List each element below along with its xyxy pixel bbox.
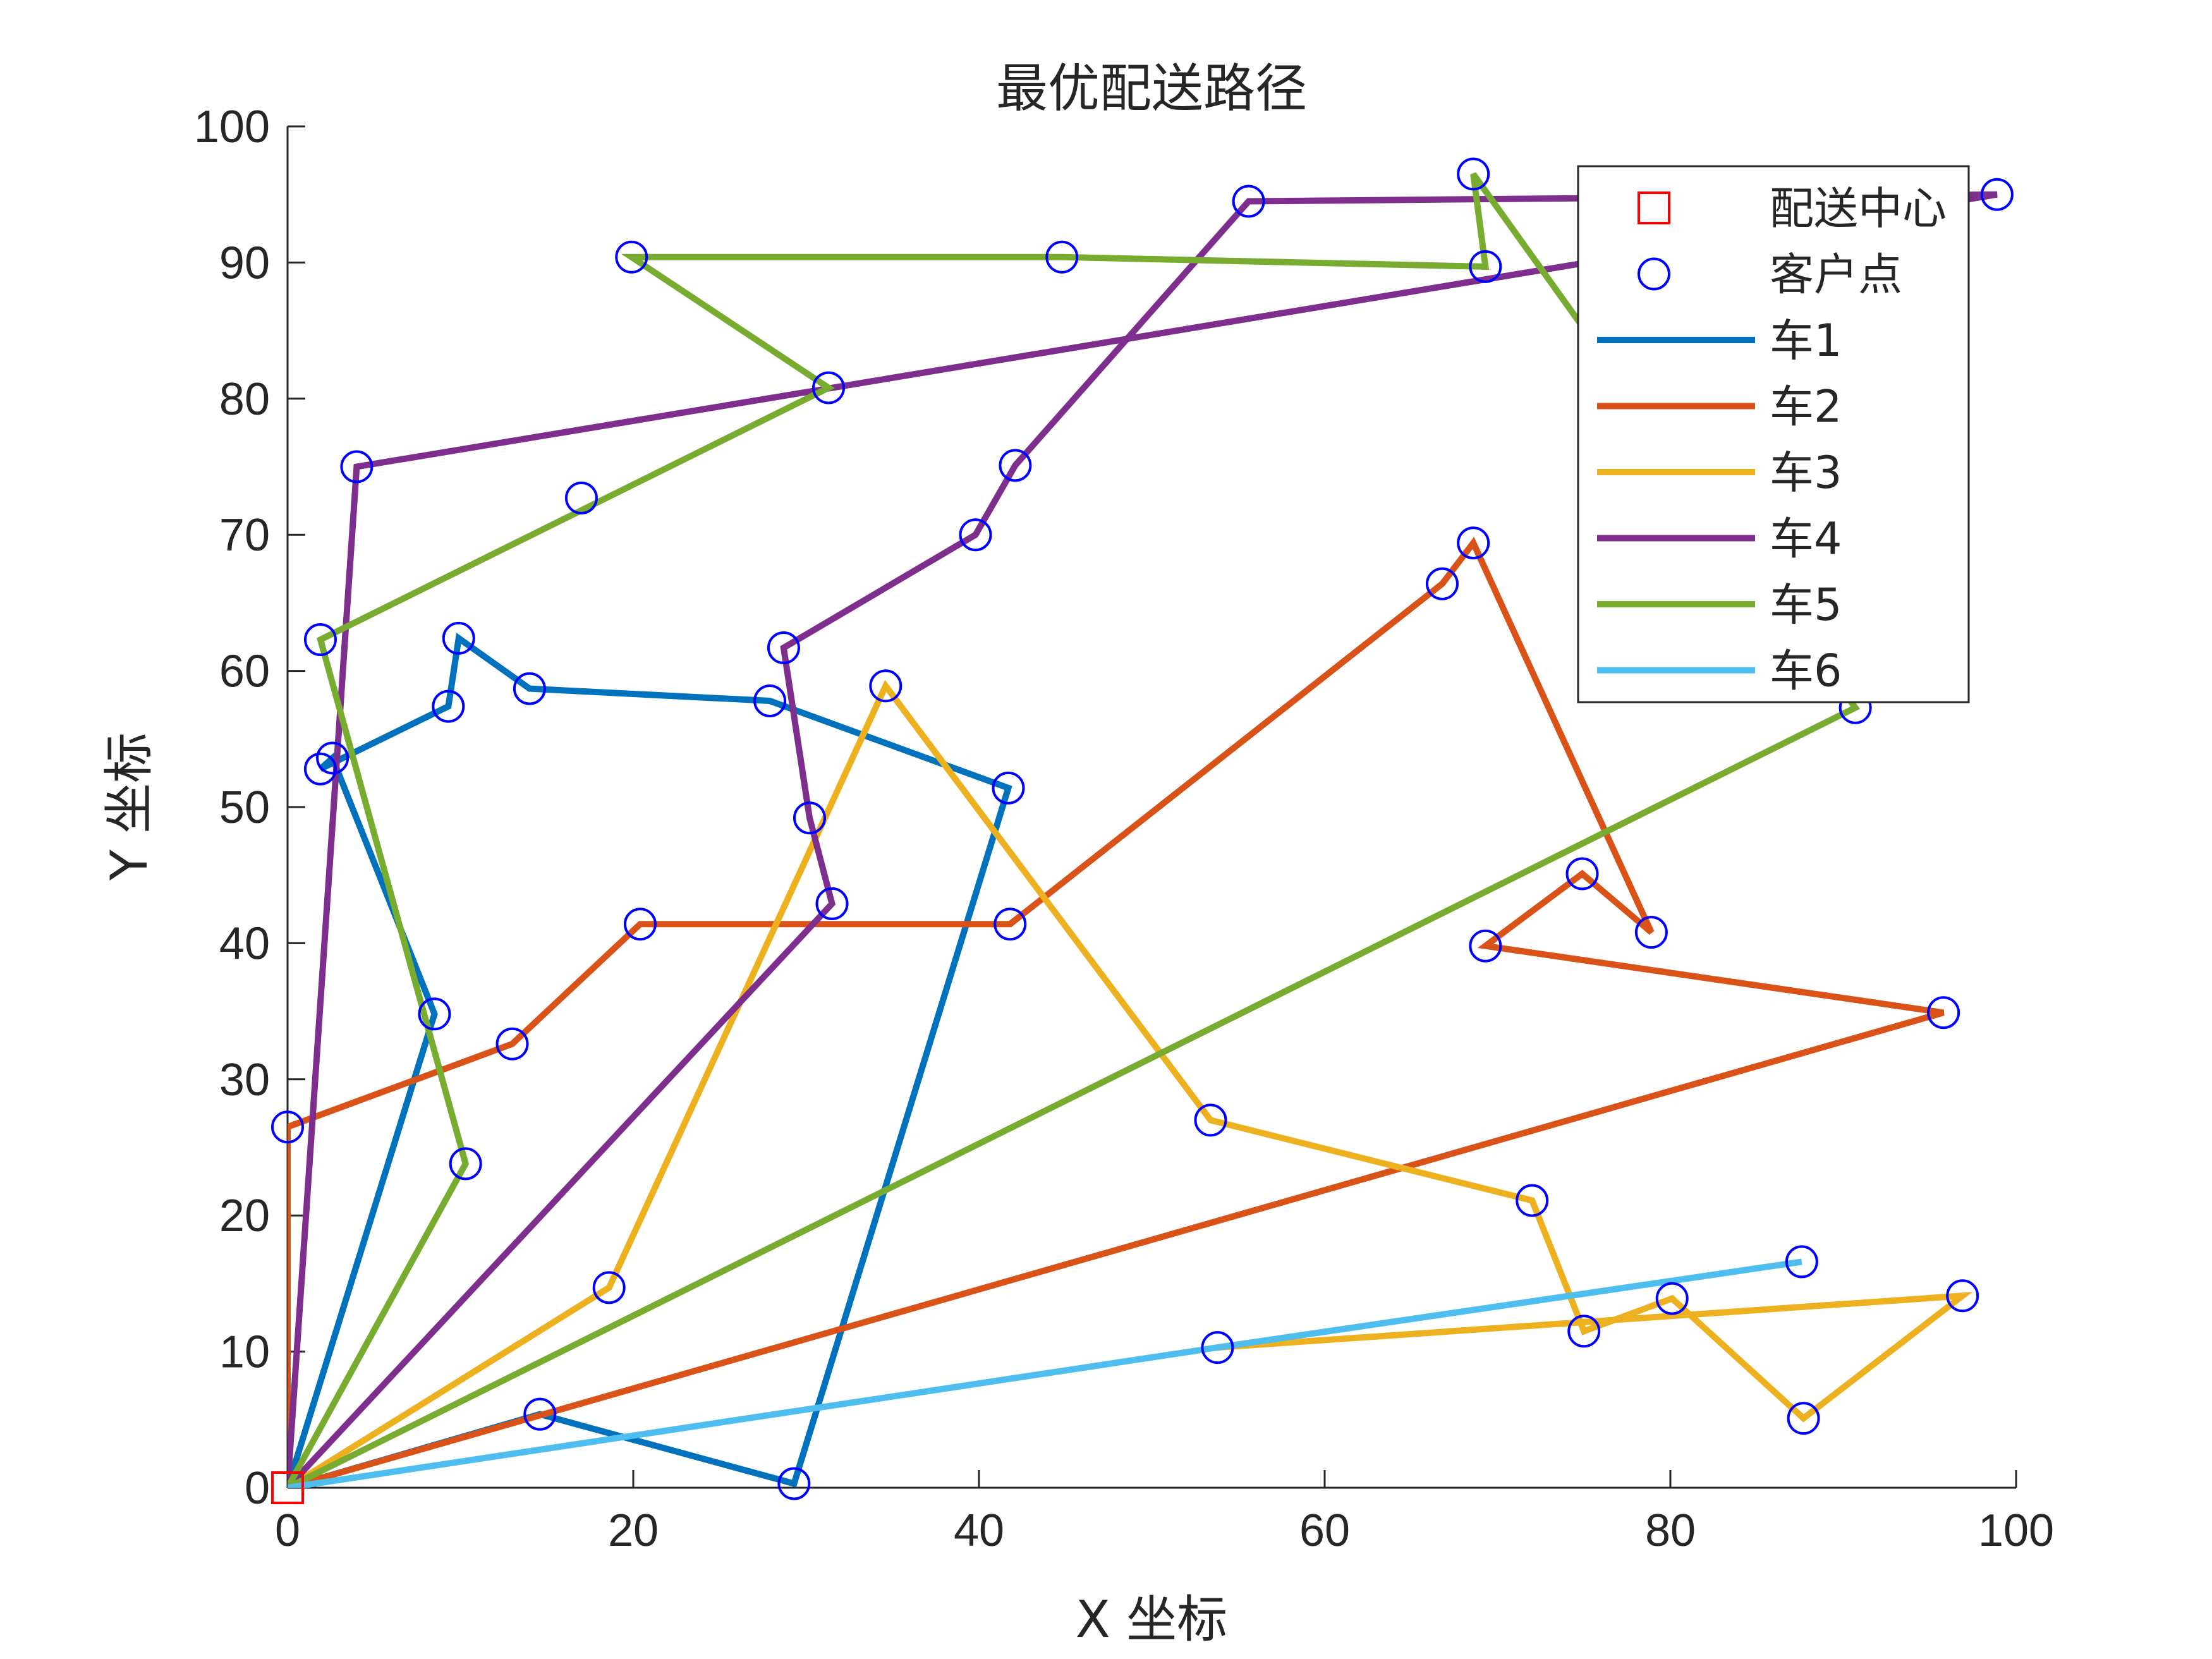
y-tick-label: 70 [219,510,270,561]
legend-label: 车1 [1770,315,1842,367]
x-tick-label: 20 [608,1505,659,1556]
legend-label: 车3 [1770,447,1842,499]
y-tick-label: 20 [219,1191,270,1241]
customer-point [418,997,451,1031]
chart-title: 最优配送路径 [996,59,1307,119]
customer-point [303,752,337,786]
legend-label: 客户点 [1770,249,1902,301]
customer-point [1927,996,1960,1030]
y-tick-label: 60 [219,647,270,697]
legend-label: 车2 [1770,381,1842,433]
customer-point [812,371,846,404]
y-tick-label: 30 [219,1055,270,1105]
x-tick-label: 80 [1645,1505,1696,1556]
customer-point [1516,1184,1549,1217]
legend-label: 车4 [1770,513,1842,565]
route-lines [288,172,1998,1488]
legend-label: 车6 [1770,645,1842,697]
customer-point [1194,1103,1227,1137]
y-tick-label: 100 [194,102,270,152]
customer-point [1980,178,2014,211]
y-tick-label: 80 [219,374,270,425]
customer-point [992,771,1025,805]
route-line-vehicle-2 [288,537,1945,1488]
route-line-vehicle-6 [288,1258,1802,1488]
customer-point [1634,916,1668,949]
customer-point [1469,929,1502,963]
axes: 0 20 40 60 80 100 0 10 20 30 40 50 60 70 80 90 100 [194,102,2054,1556]
customer-point [1655,1282,1689,1315]
legend-label: 配送中心 [1770,183,1947,234]
y-tick-label: 0 [245,1463,270,1514]
customer-point [513,672,546,705]
depot-marker [271,1471,304,1504]
customer-point [316,741,349,775]
customer-point [340,450,374,483]
x-tick-label: 0 [275,1505,300,1556]
x-tick-label: 40 [954,1505,1004,1556]
legend-label: 车5 [1770,579,1842,631]
customer-point [767,631,800,664]
customer-point [592,1271,626,1304]
route-line-vehicle-4 [288,191,1998,1488]
customer-point [793,801,826,835]
y-tick-label: 50 [219,782,270,833]
y-tick-label: 90 [219,238,270,288]
customer-point [564,482,598,515]
customer-point [615,240,648,274]
point-markers [271,157,2014,1504]
y-axis-label: Y 坐标 [100,732,159,881]
customer-point [1457,526,1490,560]
customer-point [994,908,1027,941]
customer-point [753,684,787,717]
customer-point [271,1110,304,1144]
customer-point [1045,240,1079,274]
customer-point [815,887,849,920]
y-tick-label: 10 [219,1327,270,1378]
legend-depot-marker [1638,191,1670,224]
customer-point [869,669,902,703]
customer-point [495,1027,529,1060]
y-tick-label: 40 [219,918,270,969]
route-line-vehicle-1 [288,633,1012,1488]
customer-point [1567,1315,1601,1348]
customer-point [1201,1331,1234,1364]
customer-point [999,449,1032,482]
customer-point [1565,857,1599,890]
customer-point [523,1397,557,1431]
customer-point [1232,185,1265,218]
legend-box [1577,165,1970,703]
customer-point [1425,567,1459,600]
legend-customer-marker [1638,257,1670,291]
route-line-vehicle-3 [288,679,1973,1488]
customer-point [432,690,465,723]
customer-point [959,518,992,552]
customer-point [303,623,337,657]
customer-point [442,621,475,655]
customer-point [1946,1279,1979,1313]
customer-point [1787,1402,1820,1435]
customer-point [777,1467,811,1500]
x-tick-label: 60 [1299,1505,1350,1556]
customer-point [1457,157,1490,191]
customer-point [449,1147,482,1181]
x-tick-label: 100 [1978,1505,2054,1556]
customer-point [1785,1245,1818,1279]
x-axis-label: X 坐标 [1076,1590,1227,1649]
customer-point [623,908,657,941]
customer-point [1469,250,1502,283]
